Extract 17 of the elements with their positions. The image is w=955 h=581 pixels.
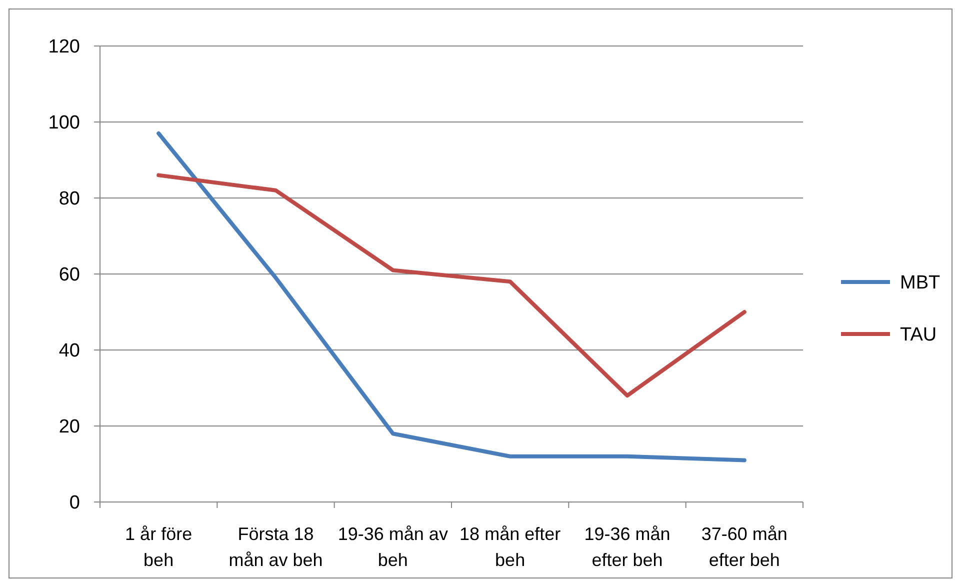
legend-label: MBT [900, 272, 940, 294]
y-tick-label: 120 [48, 36, 80, 58]
x-tick-label: 19-36 mån efter beh [584, 524, 670, 570]
line-series [156, 173, 746, 398]
y-tick-label: 20 [58, 416, 80, 438]
x-tick-label: 18 mån efter beh [460, 524, 561, 570]
line-series [156, 131, 746, 462]
y-tick-label: 80 [58, 188, 80, 210]
y-tick-label: 100 [48, 112, 80, 134]
x-tick-label: 19-36 mån av beh [338, 524, 448, 570]
x-tick-label: Första 18 mån av beh [228, 524, 323, 570]
y-tick-label: 0 [69, 492, 80, 514]
y-tick-label: 60 [58, 264, 80, 286]
legend-label: TAU [900, 324, 937, 346]
x-tick-label: 1 år före beh [125, 524, 192, 570]
y-tick-label: 40 [58, 340, 80, 362]
x-tick-label: 37-60 mån efter beh [701, 524, 788, 570]
